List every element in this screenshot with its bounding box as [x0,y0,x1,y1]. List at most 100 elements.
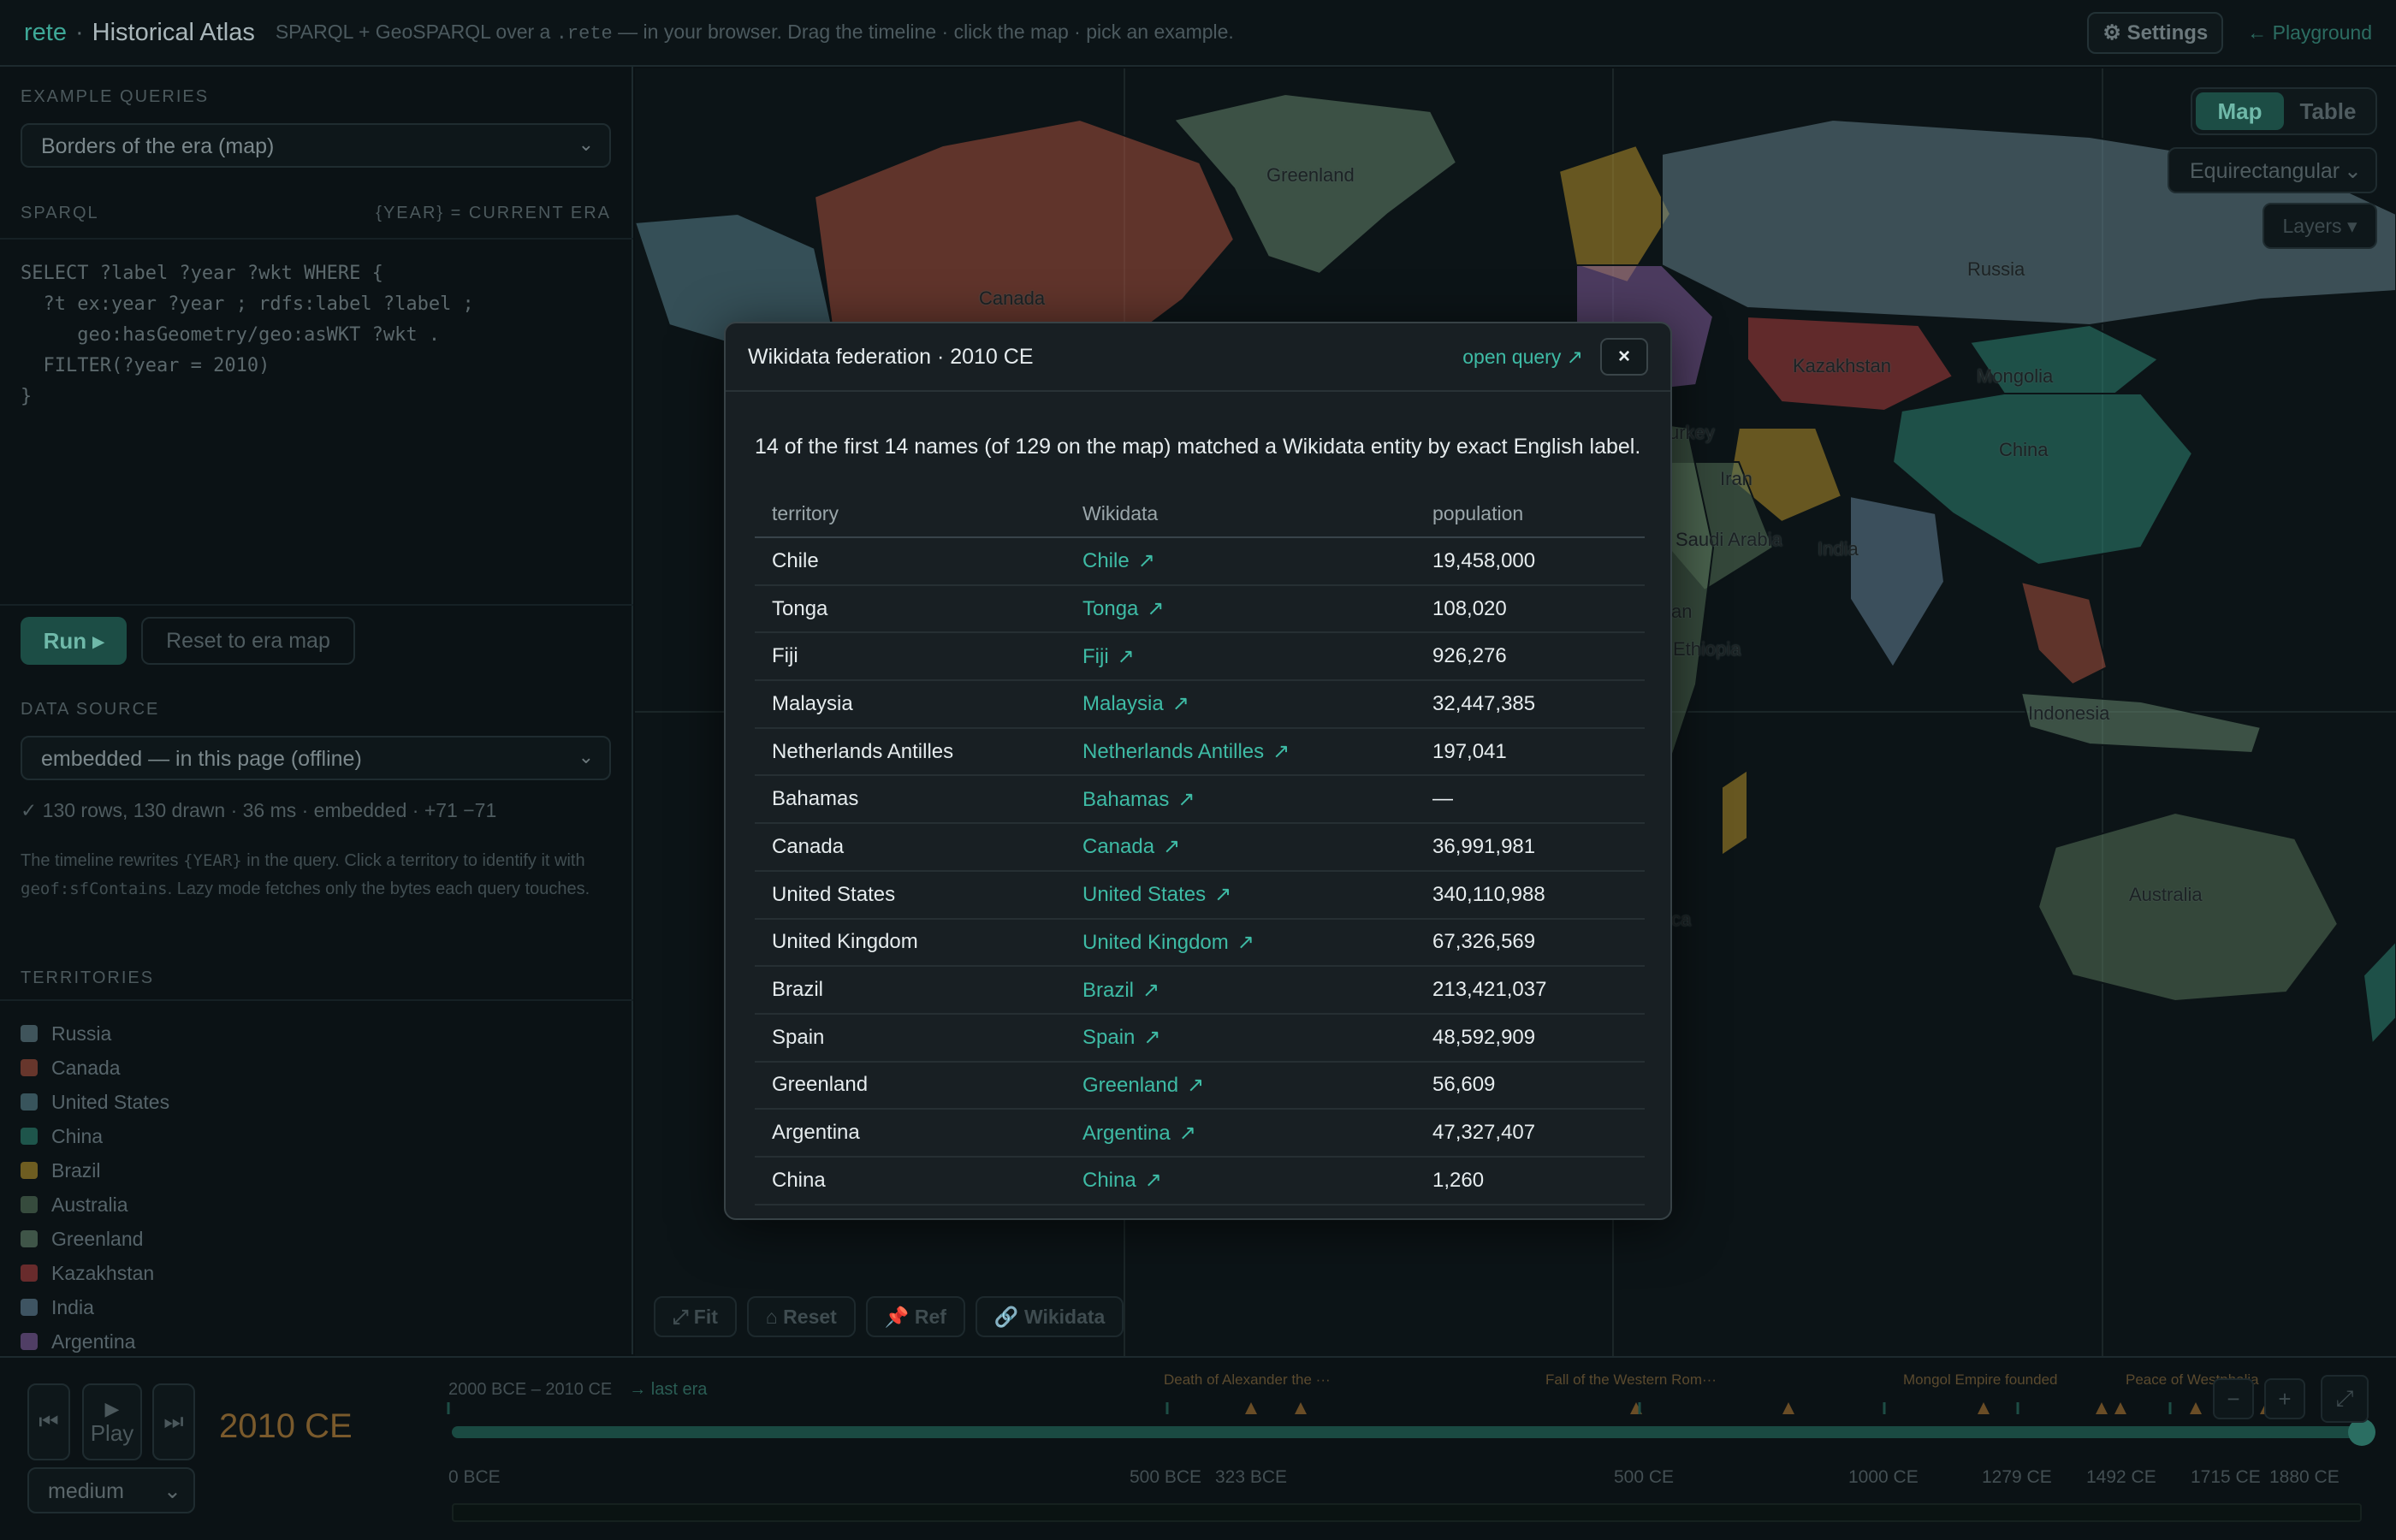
wikidata-dialog: Wikidata federation · 2010 CE open query… [724,322,1672,1220]
first-era-button[interactable]: ⏮ [27,1383,70,1460]
wikidata-link[interactable]: Brazil ↗ [1065,966,1415,1015]
tagline-text-2: — in your browser. Drag the timeline · c… [618,21,1234,43]
wikidata-link[interactable]: China ↗ [1065,1156,1415,1205]
territory-item[interactable]: Greenland [21,1222,169,1256]
event-label[interactable]: Death of Alexander the ··· [1164,1371,1331,1388]
map-label: China [1999,439,2049,460]
run-button[interactable]: Run ▸ [21,617,127,665]
territory-swatch [21,1265,38,1282]
territory-cell: Bahamas [755,775,1065,825]
speed-select[interactable]: medium ⌄ [27,1467,195,1513]
timeline-track[interactable] [452,1426,2362,1438]
event-label[interactable]: Mongol Empire founded [1903,1371,2058,1388]
territory-swatch [21,1162,38,1179]
population-cell: 32,447,385 [1415,680,1645,729]
external-link-icon: ↗ [1187,1073,1205,1097]
settings-button[interactable]: ⚙ Settings [2087,11,2224,54]
wikidata-link[interactable]: Tonga ↗ [1065,584,1415,634]
territory-name: Greenland [51,1227,144,1250]
wikidata-link[interactable]: Chile ↗ [1065,537,1415,586]
wikidata-link[interactable]: Canada ↗ [1065,823,1415,872]
column-header-population[interactable]: population [1415,491,1645,538]
brand-name[interactable]: rete [24,18,67,46]
column-header-territory[interactable]: territory [755,491,1065,538]
wikidata-link[interactable]: Argentina ↗ [1065,1109,1415,1158]
sparql-label: SPARQL [21,204,99,222]
territory-item[interactable]: Brazil [21,1153,169,1188]
column-header-wikidata[interactable]: Wikidata [1065,491,1415,538]
wikidata-link[interactable]: Bahamas ↗ [1065,775,1415,825]
territory-swatch [21,1093,38,1111]
help-code-2: geof:sfContains [21,880,168,898]
wikidata-link[interactable]: United Kingdom ↗ [1065,918,1415,968]
zoom-in-button[interactable]: + [2264,1378,2305,1419]
chevron-down-icon: ⌄ [2344,159,2362,183]
territory-item[interactable]: Australia [21,1188,169,1222]
reset-era-map-button[interactable]: Reset to era map [141,617,355,665]
playground-link[interactable]: ← Playground [2247,21,2372,44]
reset-view-button[interactable]: ⌂ Reset [746,1296,856,1337]
territory-swatch [21,1333,38,1350]
territory-cell: United Kingdom [755,918,1065,968]
projection-select[interactable]: Equirectangular ⌄ [2168,147,2377,193]
event-label[interactable]: Fall of the Western Rom··· [1545,1371,1717,1388]
close-button[interactable]: × [1600,338,1648,376]
wikidata-link[interactable]: Fiji ↗ [1065,632,1415,682]
wikidata-link[interactable]: Malaysia ↗ [1065,680,1415,729]
layers-button[interactable]: Layers ▾ [2263,203,2377,249]
world-map[interactable]: Greenland Canada Russia Kazakhstan Mongo… [635,68,2396,1356]
territory-name: Brazil [51,1158,101,1182]
zoom-out-button[interactable]: − [2213,1378,2254,1419]
data-source-select[interactable]: embedded — in this page (offline) ⌄ [21,736,611,780]
territory-item[interactable]: Russia [21,1016,169,1051]
play-button[interactable]: ▶ Play [82,1383,142,1460]
view-toggle: Map Table [2191,87,2377,135]
population-cell: 108,020 [1415,584,1645,634]
territory-madagascar [1721,768,1748,857]
external-link-icon: ↗ [1237,930,1254,954]
timeline-markers [447,1402,2364,1414]
timeline-handle[interactable] [2348,1419,2375,1446]
territory-swatch [21,1196,38,1213]
population-cell: 48,592,909 [1415,1013,1645,1063]
territory-item[interactable]: India [21,1290,169,1324]
map-label: India [1818,538,1859,560]
timeline-overview[interactable] [452,1503,2362,1522]
table-row: Netherlands Antilles Netherlands Antilles… [755,727,1645,777]
tab-table[interactable]: Table [2299,98,2357,124]
map-label: Russia [1967,258,2025,280]
wikidata-link[interactable]: United States ↗ [1065,870,1415,920]
open-query-link[interactable]: open query ↗ [1462,345,1583,368]
wikidata-link[interactable]: Greenland ↗ [1065,1061,1415,1111]
territory-name: Australia [51,1193,128,1216]
data-source-value: embedded — in this page (offline) [41,747,362,771]
wikidata-label: Malaysia [1082,692,1164,716]
map-canvas[interactable] [635,68,2396,1356]
territory-item[interactable]: United States [21,1085,169,1119]
example-query-select[interactable]: Borders of the era (map) ⌄ [21,123,611,168]
territory-item[interactable]: Argentina [21,1324,169,1359]
tab-map[interactable]: Map [2196,92,2284,130]
expand-timeline-button[interactable]: ⤢ [2321,1375,2369,1423]
tick-label: 1880 CE [2269,1467,2340,1487]
last-era-link[interactable]: → last era [629,1380,708,1399]
wikidata-link[interactable]: Spain ↗ [1065,1013,1415,1063]
wikidata-link[interactable]: Netherlands Antilles ↗ [1065,727,1415,777]
skip-back-icon: ⏮ [39,1408,59,1434]
timeline-range: 2000 BCE – 2010 CE → last era [448,1380,707,1400]
table-row: Tonga Tonga ↗ 108,020 [755,584,1645,634]
last-era-button[interactable]: ⏭ [152,1383,195,1460]
territory-item[interactable]: Canada [21,1051,169,1085]
query-status: ✓ 130 rows, 130 drawn · 36 ms · embedded… [21,799,497,821]
help-text-2: in the query. Click a territory to ident… [241,851,585,870]
wikidata-button[interactable]: 🔗 Wikidata [975,1296,1124,1337]
territory-item[interactable]: China [21,1119,169,1153]
fit-button[interactable]: ⤢ Fit [654,1296,737,1337]
territory-swatch [21,1059,38,1076]
territory-cell: Brazil [755,966,1065,1015]
ref-button[interactable]: 📌 Ref [865,1296,965,1337]
territory-scandinavia [1557,144,1672,284]
territory-item[interactable]: Kazakhstan [21,1256,169,1290]
data-source-label: DATA SOURCE [21,700,160,719]
sparql-editor[interactable]: SELECT ?label ?year ?wkt WHERE { ?t ex:y… [0,238,633,606]
